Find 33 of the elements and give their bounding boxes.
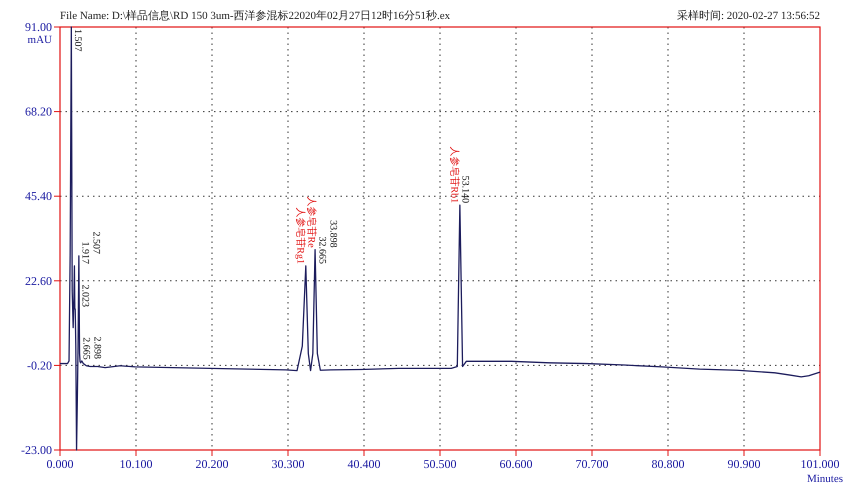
y-tick-label: -23.00 bbox=[21, 443, 52, 457]
y-tick-label: 91.00 bbox=[25, 20, 52, 34]
chart-title: File Name: D:\样品信息\RD 150 3um-西洋参混标22020年02月27日12时16分51秒.ex bbox=[60, 9, 451, 22]
y-tick-label: 68.20 bbox=[25, 104, 52, 119]
x-tick-label: 80.800 bbox=[652, 457, 684, 471]
x-tick-label: 60.600 bbox=[500, 457, 532, 471]
annotation: 2.898 bbox=[91, 336, 102, 359]
annotation: 2.507 bbox=[90, 231, 102, 254]
annotation: 人参皂苷Rb1 bbox=[448, 146, 461, 204]
x-tick-label: 90.900 bbox=[728, 457, 760, 471]
y-tick-label: 45.40 bbox=[25, 189, 52, 204]
annotation: 33.898 bbox=[328, 220, 338, 248]
x-tick-label: 20.200 bbox=[196, 457, 228, 471]
x-tick-label: 70.700 bbox=[576, 457, 608, 471]
annotation: 1.507 bbox=[72, 29, 84, 52]
annotation: 32.665 bbox=[316, 236, 328, 264]
x-tick-label: 0.000 bbox=[46, 457, 74, 471]
annotation: 2.665 bbox=[80, 337, 92, 360]
x-tick-label: 30.300 bbox=[272, 457, 304, 471]
y-tick-label: 22.60 bbox=[25, 274, 52, 288]
x-tick-label: 10.100 bbox=[120, 457, 152, 471]
x-tick-label: 40.400 bbox=[348, 457, 380, 471]
annotation: 人参皂苷Re bbox=[306, 196, 318, 248]
y-axis-title: mAU bbox=[28, 34, 52, 46]
y-tick-label: -0.20 bbox=[27, 358, 52, 372]
x-tick-label: 50.500 bbox=[424, 457, 456, 471]
annotation: 1.917 bbox=[80, 241, 91, 264]
annotation: 人参皂苷Rg1 bbox=[294, 207, 306, 264]
annotation: 53.140 bbox=[460, 176, 471, 204]
x-axis-title: Minutes bbox=[806, 473, 843, 485]
annotation: 2.023 bbox=[80, 284, 91, 307]
chart-subtitle: 采样时间: 2020-02-27 13:56:52 bbox=[677, 9, 820, 22]
x-tick-label: 101.000 bbox=[800, 457, 840, 471]
